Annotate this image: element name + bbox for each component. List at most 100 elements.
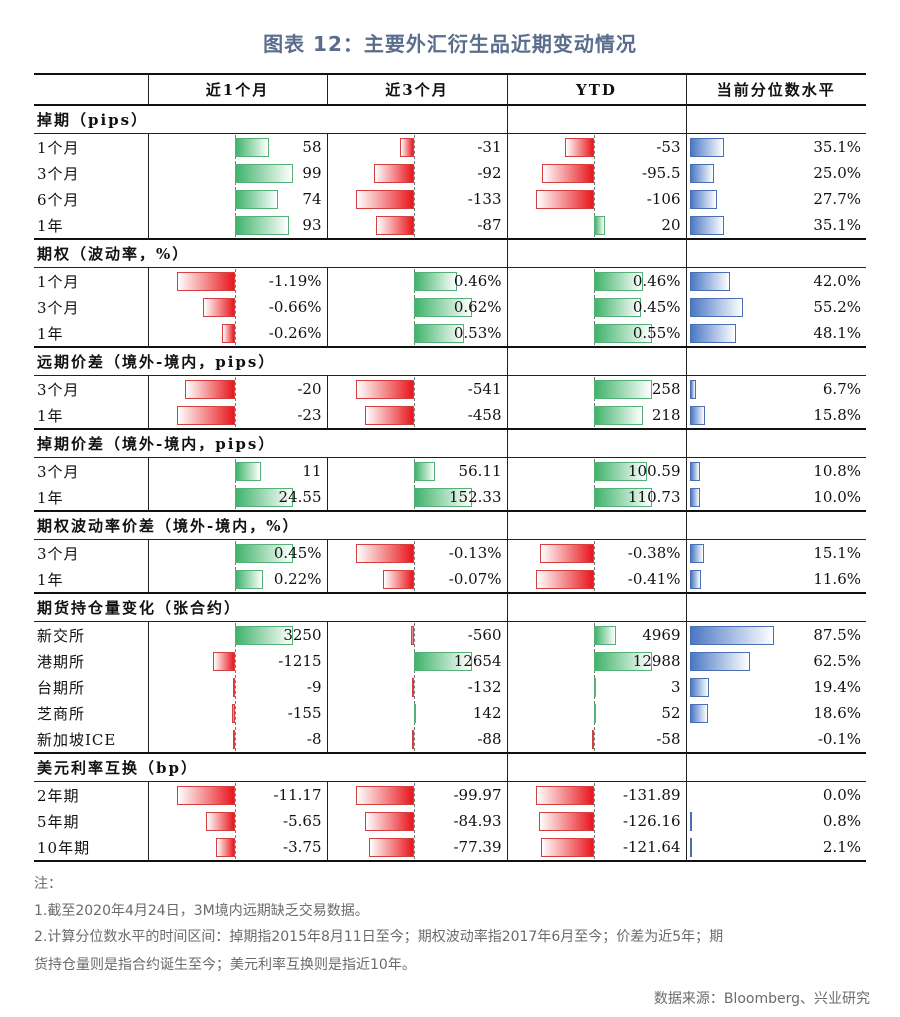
cell-value: 218 [651,406,681,424]
bar-cell: -106 [508,186,686,212]
percentile-bar-cell: 0.0% [687,782,867,808]
cell-value: -20 [297,380,322,398]
value-cell: -0.41% [507,566,687,594]
percentile-bar-cell: 15.1% [687,540,867,566]
row-label: 3个月 [34,160,149,186]
section-blank-cell [327,105,508,134]
negative-bar [373,164,414,183]
percentile-value: 0.8% [822,812,861,830]
value-cell: -155 [148,700,328,726]
negative-bar [231,704,235,723]
negative-bar [399,138,414,157]
positive-bar [413,704,416,723]
bar-cell: -0.26% [149,320,327,346]
value-cell: 20 [507,212,687,240]
negative-bar [364,406,414,425]
positive-bar [413,462,435,481]
bar-cell: -121.64 [508,834,686,860]
value-cell: -560 [327,621,508,648]
bar-axis [413,727,415,751]
percentile-value: 18.6% [813,704,861,722]
value-cell: 258 [507,375,687,402]
bar-cell: -58 [508,726,686,752]
percentile-value: 19.4% [813,678,861,696]
bar-cell: 74 [149,186,327,212]
bar-cell: 0.45% [508,294,686,320]
value-cell: -77.39 [327,834,508,862]
value-cell: 0.55% [507,320,687,348]
bar-axis [593,161,595,185]
cell-value: 258 [651,380,681,398]
bar-axis [593,835,595,859]
row-label: 1年 [34,320,149,348]
cell-value: -0.41% [627,570,681,588]
percentile-bar-cell: 35.1% [687,134,867,160]
percentile-bar [689,164,714,183]
section-blank-cell [507,511,687,540]
percentile-value: 11.6% [813,570,861,588]
cell-value: -53 [656,138,681,156]
section-blank-cell [507,239,687,268]
row-label: 3个月 [34,457,149,484]
cell-value: -23 [297,406,322,424]
value-cell: 52 [507,700,687,726]
bar-cell: 0.53% [328,320,507,346]
row-label: 5年期 [34,808,149,834]
positive-bar [593,462,647,481]
section-title: 期权波动率价差（境外-境内，%） [34,511,327,540]
bar-axis [234,701,236,725]
percentile-bar [689,488,700,507]
percentile-value: 15.8% [813,406,861,424]
negative-bar [202,298,235,317]
section-title: 期货持仓量变化（张合约） [34,593,327,622]
table-row: 芝商所 -155 142 52 18.6% [34,700,866,726]
row-label: 2年期 [34,781,149,808]
section-blank-cell [686,239,866,268]
value-cell: -1215 [148,648,328,674]
percentile-bar [689,652,750,671]
header-row: 近1个月 近3个月 YTD 当前分位数水平 [34,73,866,106]
positive-bar [234,164,293,183]
bar-cell: 100.59 [508,458,686,484]
positive-bar [593,704,596,723]
section-blank-cell [686,105,866,134]
bar-cell: -131.89 [508,782,686,808]
percentile-bar-cell: -0.1% [687,726,867,752]
negative-bar [410,626,414,645]
bar-cell: -133 [328,186,507,212]
value-cell: 142 [327,700,508,726]
table-row: 3个月 -0.66% 0.62% 0.45% 55.2% [34,294,866,320]
row-label: 3个月 [34,375,149,402]
bar-cell: -53 [508,134,686,160]
bar-axis [593,809,595,833]
bar-axis [593,187,595,211]
positive-bar [593,678,596,697]
percentile-bar-cell: 6.7% [687,376,867,402]
section-blank-cell [686,429,866,458]
bar-cell: -560 [328,622,507,648]
cell-value: -77.39 [453,838,502,856]
bar-axis [413,623,415,647]
bar-cell: -8 [149,726,327,752]
section-blank-cell [327,429,508,458]
percentile-cell: 10.0% [686,484,867,512]
percentile-bar [689,216,724,235]
percentile-bar-cell: 55.2% [687,294,867,320]
bar-axis [413,135,415,159]
percentile-bar-cell: 10.0% [687,484,867,510]
value-cell: 0.45% [507,294,687,320]
cell-value: -0.66% [268,298,322,316]
section-blank-cell [507,429,687,458]
value-cell: -132 [327,674,508,700]
value-cell: -0.38% [507,539,687,566]
percentile-bar-cell: 15.8% [687,402,867,428]
cell-value: 3 [670,678,681,696]
row-label: 新交所 [34,621,149,648]
section-title: 美元利率互换（bp） [34,753,327,782]
percentile-value: 35.1% [813,216,861,234]
cell-value: 0.45% [632,298,681,316]
section-blank-cell [327,239,508,268]
value-cell: 110.73 [507,484,687,512]
row-label: 1个月 [34,267,149,294]
section-blank-cell [686,753,866,782]
